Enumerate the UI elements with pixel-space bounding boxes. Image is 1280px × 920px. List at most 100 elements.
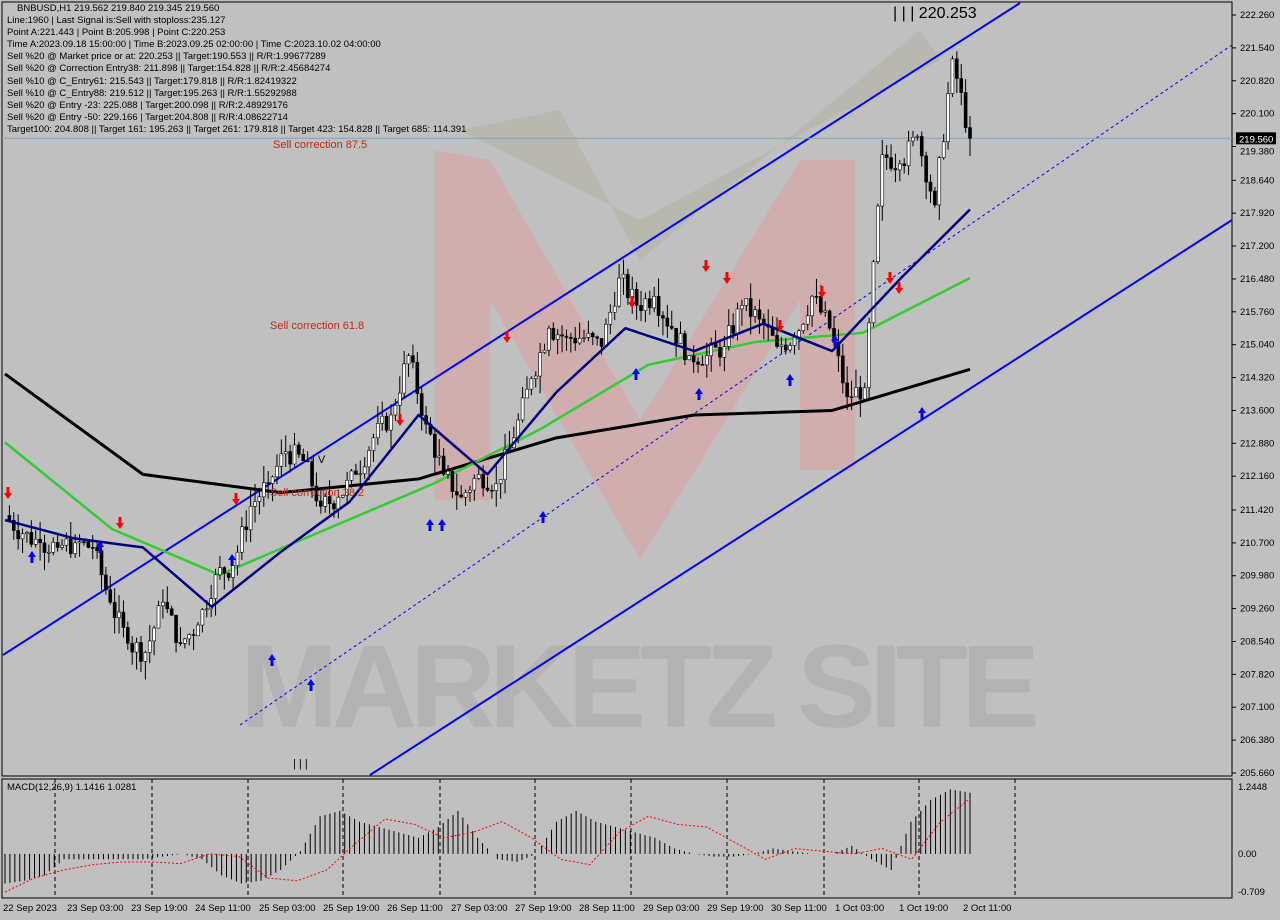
candle xyxy=(134,637,139,670)
sell-correction-38-label: Sell correction 38.2 xyxy=(270,487,365,499)
buy-arrow-icon xyxy=(28,551,36,563)
candle xyxy=(174,614,178,653)
candle xyxy=(915,134,920,141)
candle xyxy=(332,500,336,518)
candle xyxy=(459,485,463,499)
sell-arrow-icon xyxy=(232,493,240,505)
candle xyxy=(380,401,385,431)
macd-y-tick-label: 1.2448 xyxy=(1238,782,1267,793)
candle xyxy=(669,310,674,330)
candle xyxy=(805,305,810,331)
candle xyxy=(801,322,806,334)
candle xyxy=(226,572,231,581)
candle xyxy=(757,299,762,334)
info-line: Sell %20 @ Correction Entry38: 211.898 |… xyxy=(7,63,331,75)
macd-y-tick-label: 0.00 xyxy=(1238,849,1257,860)
candle xyxy=(472,474,477,501)
candle xyxy=(906,130,911,176)
current-price-label: 219.560 xyxy=(1239,134,1273,145)
candle xyxy=(542,343,547,355)
candle xyxy=(147,624,152,664)
candle xyxy=(266,471,270,499)
y-tick-label: 210.700 xyxy=(1240,538,1274,549)
candle xyxy=(867,317,871,400)
candle xyxy=(827,309,832,331)
candle xyxy=(183,637,187,649)
candle xyxy=(235,545,240,576)
y-tick-label: 209.980 xyxy=(1240,571,1274,582)
buy-arrow-icon xyxy=(632,368,640,380)
candle xyxy=(340,494,345,499)
candle xyxy=(310,458,314,499)
candle xyxy=(555,329,560,355)
channel-mid-line[interactable] xyxy=(239,44,1233,726)
candle xyxy=(696,357,700,373)
candle xyxy=(525,376,529,399)
sell-arrow-icon xyxy=(503,331,511,343)
info-line: Time A:2023.09.18 15:00:00 | Time B:2023… xyxy=(7,39,381,51)
channel-lower-line[interactable] xyxy=(369,219,1233,776)
candle xyxy=(406,353,411,377)
sell-arrow-icon xyxy=(4,487,12,499)
candle xyxy=(590,331,595,346)
candle xyxy=(231,565,235,589)
candle xyxy=(244,510,249,542)
candle xyxy=(898,160,902,182)
candle xyxy=(156,600,161,629)
candle xyxy=(130,636,135,665)
info-line: Target100: 204.808 || Target 161: 195.26… xyxy=(7,123,467,135)
candle xyxy=(33,530,38,548)
point-c-label: | | | 220.253 xyxy=(893,5,977,22)
candle xyxy=(60,539,64,551)
macd-title: MACD(12,26,9) 1.1416 1.0281 xyxy=(7,782,137,793)
candle xyxy=(924,151,928,200)
candle xyxy=(152,625,156,656)
candle xyxy=(200,608,205,633)
candle xyxy=(547,325,551,357)
y-tick-label: 214.320 xyxy=(1240,373,1274,384)
watermark-logo: MARKETZ SITE xyxy=(240,30,1040,753)
candle xyxy=(468,485,472,502)
buy-arrow-icon xyxy=(268,654,276,666)
candle xyxy=(301,448,306,462)
channel-upper-line[interactable] xyxy=(2,2,1021,656)
candle xyxy=(402,350,406,399)
candle xyxy=(788,342,792,353)
candle xyxy=(42,534,47,571)
candle xyxy=(11,512,16,540)
x-tick-label: 25 Sep 19:00 xyxy=(323,903,380,914)
info-line: Sell %20 @ Market price or at: 220.253 |… xyxy=(7,51,326,63)
signal-info-panel: BNBUSD,H1 219.562 219.840 219.345 219.56… xyxy=(7,3,466,136)
candle xyxy=(121,600,126,638)
candle xyxy=(849,380,854,411)
y-tick-label: 213.600 xyxy=(1240,405,1274,416)
info-line: Line:1960 | Last Signal is:Sell with sto… xyxy=(7,15,226,27)
candle xyxy=(112,588,117,634)
buy-arrow-icon xyxy=(438,519,446,531)
macd-signal-line xyxy=(4,798,971,893)
candle xyxy=(959,63,964,106)
buy-arrow-icon xyxy=(307,679,315,691)
macd-pane xyxy=(1,778,1233,899)
candle xyxy=(139,635,143,673)
x-tick-label: 24 Sep 11:00 xyxy=(195,903,251,914)
candle xyxy=(678,321,683,344)
candle xyxy=(740,299,744,326)
candle xyxy=(51,537,56,556)
y-tick-label: 206.380 xyxy=(1240,735,1274,746)
candle xyxy=(858,375,863,417)
candle xyxy=(323,493,328,513)
x-tick-label: 28 Sep 11:00 xyxy=(579,903,635,914)
candle xyxy=(143,650,148,680)
x-tick-label: 23 Sep 19:00 xyxy=(131,903,188,914)
candle xyxy=(169,605,174,616)
candle xyxy=(705,342,709,378)
candle xyxy=(490,484,494,499)
y-tick-label: 205.660 xyxy=(1240,768,1274,779)
candle xyxy=(463,489,468,507)
candle xyxy=(319,490,323,514)
current-price-box xyxy=(1236,132,1276,145)
candle xyxy=(411,344,415,369)
candle xyxy=(104,566,108,595)
